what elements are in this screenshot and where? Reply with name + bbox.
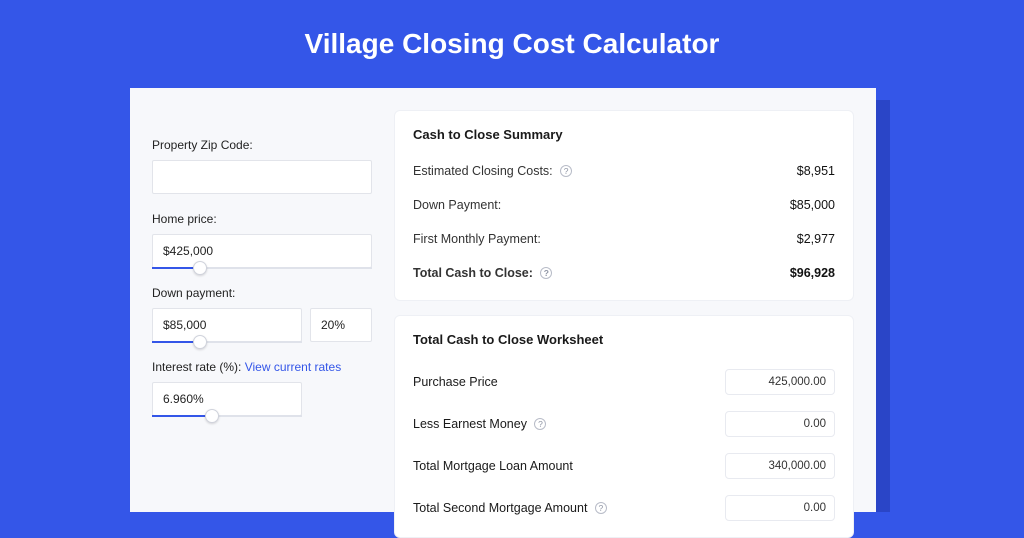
worksheet-purchase-price-input[interactable] <box>725 369 835 395</box>
zip-label: Property Zip Code: <box>152 138 372 152</box>
worksheet-panel: Total Cash to Close Worksheet Purchase P… <box>394 315 854 538</box>
help-icon[interactable]: ? <box>540 267 552 279</box>
worksheet-loan-amount-input[interactable] <box>725 453 835 479</box>
worksheet-label-text: Less Earnest Money <box>413 417 527 431</box>
summary-row-label: Down Payment: <box>413 198 501 212</box>
worksheet-row: Less Earnest Money ? <box>413 403 835 445</box>
down-payment-percent-input[interactable] <box>310 308 372 342</box>
interest-slider-thumb[interactable] <box>205 409 219 423</box>
summary-total-row: Total Cash to Close: ? $96,928 <box>413 258 835 292</box>
summary-row-value: $8,951 <box>797 164 835 178</box>
worksheet-title: Total Cash to Close Worksheet <box>413 332 835 347</box>
worksheet-row-label: Less Earnest Money ? <box>413 417 546 431</box>
summary-row-value: $2,977 <box>797 232 835 246</box>
worksheet-row: Total Second Mortgage Amount ? <box>413 487 835 529</box>
summary-row-value: $85,000 <box>790 198 835 212</box>
summary-row: Estimated Closing Costs: ? $8,951 <box>413 156 835 190</box>
worksheet-label-text: Total Second Mortgage Amount <box>413 501 587 515</box>
interest-label: Interest rate (%): View current rates <box>152 360 372 374</box>
worksheet-row-label: Purchase Price <box>413 375 498 389</box>
inputs-column: Property Zip Code: Home price: Down paym… <box>152 110 372 512</box>
page-title: Village Closing Cost Calculator <box>0 0 1024 82</box>
zip-input[interactable] <box>152 160 372 194</box>
interest-group: Interest rate (%): View current rates <box>152 360 372 416</box>
interest-label-text: Interest rate (%): <box>152 360 245 374</box>
down-payment-input[interactable] <box>152 308 302 342</box>
summary-panel: Cash to Close Summary Estimated Closing … <box>394 110 854 301</box>
home-price-group: Home price: <box>152 212 372 268</box>
summary-total-label-text: Total Cash to Close: <box>413 266 533 280</box>
worksheet-earnest-money-input[interactable] <box>725 411 835 437</box>
worksheet-row-label: Total Mortgage Loan Amount <box>413 459 573 473</box>
summary-row: Down Payment: $85,000 <box>413 190 835 224</box>
home-price-slider-thumb[interactable] <box>193 261 207 275</box>
down-payment-group: Down payment: <box>152 286 372 342</box>
interest-slider-wrap <box>152 382 302 416</box>
home-price-slider-wrap <box>152 234 372 268</box>
view-rates-link[interactable]: View current rates <box>245 360 342 374</box>
interest-input[interactable] <box>152 382 302 416</box>
summary-title: Cash to Close Summary <box>413 127 835 142</box>
help-icon[interactable]: ? <box>534 418 546 430</box>
worksheet-second-mortgage-input[interactable] <box>725 495 835 521</box>
home-price-input[interactable] <box>152 234 372 268</box>
summary-total-value: $96,928 <box>790 266 835 280</box>
help-icon[interactable]: ? <box>560 165 572 177</box>
help-icon[interactable]: ? <box>595 502 607 514</box>
home-price-label: Home price: <box>152 212 372 226</box>
summary-total-label: Total Cash to Close: ? <box>413 266 552 280</box>
interest-slider-fill <box>152 415 212 417</box>
worksheet-row-label: Total Second Mortgage Amount ? <box>413 501 607 515</box>
calculator-card: Property Zip Code: Home price: Down paym… <box>130 88 876 512</box>
summary-label-text: Estimated Closing Costs: <box>413 164 553 178</box>
down-payment-slider-thumb[interactable] <box>193 335 207 349</box>
down-payment-slider-wrap <box>152 308 302 342</box>
worksheet-row: Total Mortgage Loan Amount <box>413 445 835 487</box>
zip-group: Property Zip Code: <box>152 138 372 194</box>
summary-row: First Monthly Payment: $2,977 <box>413 224 835 258</box>
summary-row-label: First Monthly Payment: <box>413 232 541 246</box>
down-payment-label: Down payment: <box>152 286 372 300</box>
worksheet-row: Purchase Price <box>413 361 835 403</box>
summary-row-label: Estimated Closing Costs: ? <box>413 164 572 178</box>
results-column: Cash to Close Summary Estimated Closing … <box>394 110 854 512</box>
